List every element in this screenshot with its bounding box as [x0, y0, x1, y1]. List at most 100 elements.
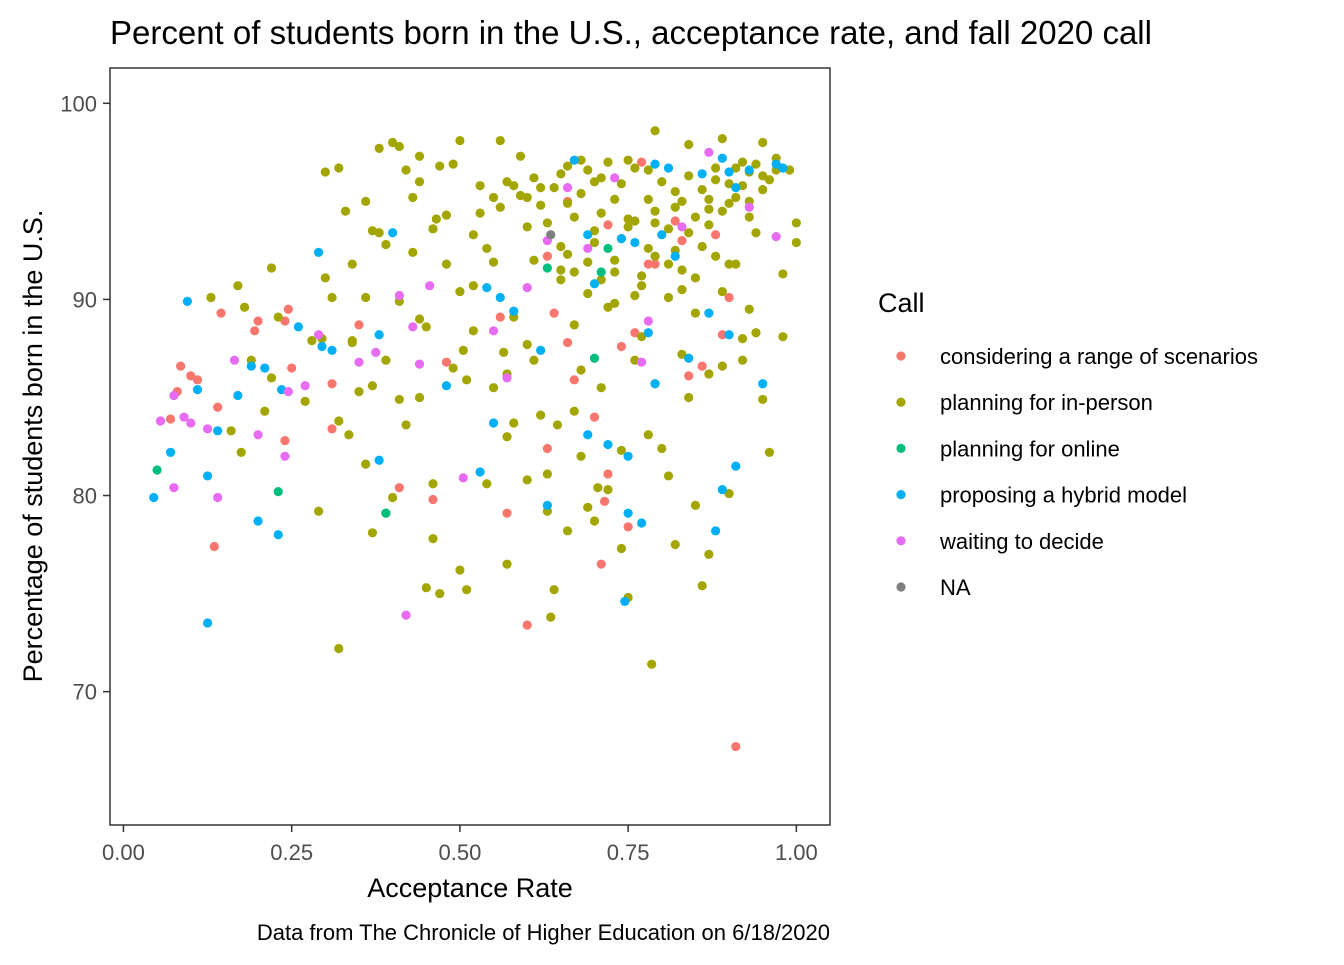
- point-planning-for-in-person: [610, 255, 620, 265]
- legend-label: NA: [940, 575, 971, 600]
- point-planning-for-in-person: [704, 194, 714, 204]
- point-planning-for-in-person: [684, 392, 694, 403]
- point-planning-for-in-person: [529, 355, 539, 365]
- point-planning-for-in-person: [751, 159, 761, 169]
- point-planning-for-in-person: [647, 659, 657, 669]
- point-planning-for-in-person: [549, 183, 559, 193]
- point-planning-for-in-person: [408, 192, 418, 203]
- point-proposing-a-hybrid-model: [509, 306, 519, 316]
- point-considering-a-range-of-scenarios: [711, 230, 721, 240]
- legend-label: planning for in-person: [940, 390, 1153, 415]
- point-proposing-a-hybrid-model: [149, 492, 159, 503]
- point-proposing-a-hybrid-model: [731, 461, 741, 471]
- point-planning-for-in-person: [428, 534, 438, 544]
- point-considering-a-range-of-scenarios: [327, 379, 337, 389]
- point-planning-for-in-person: [448, 363, 458, 373]
- y-tick-label: 100: [60, 91, 97, 116]
- point-proposing-a-hybrid-model: [717, 485, 727, 495]
- point-planning-for-in-person: [610, 298, 620, 308]
- point-waiting-to-decide: [408, 322, 418, 332]
- point-planning-for-in-person: [488, 257, 499, 267]
- point-planning-for-in-person: [462, 585, 472, 595]
- point-planning-for-in-person: [697, 184, 707, 195]
- point-proposing-a-hybrid-model: [731, 183, 741, 193]
- point-considering-a-range-of-scenarios: [684, 371, 694, 381]
- y-tick-label: 90: [73, 287, 97, 312]
- point-waiting-to-decide: [253, 430, 263, 440]
- point-waiting-to-decide: [394, 290, 404, 301]
- point-considering-a-range-of-scenarios: [630, 328, 640, 338]
- point-planning-for-online: [589, 353, 600, 363]
- point-planning-for-in-person: [455, 565, 465, 575]
- point-planning-for-in-person: [603, 157, 613, 167]
- y-tick-label: 70: [73, 680, 97, 705]
- point-planning-for-in-person: [502, 559, 512, 569]
- point-planning-for-in-person: [704, 369, 714, 379]
- point-planning-for-in-person: [367, 528, 378, 538]
- point-planning-for-in-person: [751, 328, 761, 338]
- point-considering-a-range-of-scenarios: [186, 371, 196, 381]
- point-planning-for-in-person: [361, 196, 371, 206]
- point-proposing-a-hybrid-model: [589, 279, 600, 289]
- point-planning-for-in-person: [475, 181, 485, 191]
- point-considering-a-range-of-scenarios: [643, 259, 653, 269]
- point-waiting-to-decide: [202, 424, 213, 434]
- point-planning-for-in-person: [610, 267, 620, 277]
- point-proposing-a-hybrid-model: [482, 283, 492, 293]
- point-considering-a-range-of-scenarios: [677, 235, 687, 246]
- legend-key: [896, 536, 906, 546]
- point-planning-for-in-person: [529, 173, 539, 183]
- point-planning-for-in-person: [596, 173, 606, 183]
- point-considering-a-range-of-scenarios: [502, 508, 512, 518]
- x-tick-label: 0.75: [607, 840, 650, 865]
- point-waiting-to-decide: [488, 326, 499, 336]
- point-planning-for-in-person: [596, 383, 606, 393]
- point-planning-for-in-person: [273, 312, 283, 322]
- point-considering-a-range-of-scenarios: [599, 496, 610, 507]
- point-planning-for-in-person: [731, 163, 741, 173]
- point-considering-a-range-of-scenarios: [253, 316, 263, 326]
- point-proposing-a-hybrid-model: [616, 234, 627, 244]
- point-proposing-a-hybrid-model: [202, 618, 213, 628]
- point-planning-for-in-person: [616, 179, 627, 189]
- point-planning-for-in-person: [468, 230, 478, 240]
- point-planning-for-in-person: [616, 445, 627, 456]
- point-planning-for-in-person: [576, 451, 586, 461]
- point-planning-for-in-person: [381, 355, 391, 365]
- point-proposing-a-hybrid-model: [253, 516, 263, 526]
- point-proposing-a-hybrid-model: [388, 228, 398, 238]
- point-proposing-a-hybrid-model: [583, 230, 593, 240]
- point-considering-a-range-of-scenarios: [569, 375, 579, 385]
- point-planning-for-in-person: [569, 267, 579, 277]
- point-planning-for-in-person: [260, 406, 270, 416]
- point-planning-for-in-person: [462, 375, 472, 385]
- point-proposing-a-hybrid-model: [623, 508, 633, 518]
- point-planning-for-in-person: [623, 222, 633, 232]
- point-proposing-a-hybrid-model: [273, 530, 283, 540]
- point-planning-for-in-person: [468, 281, 478, 291]
- point-proposing-a-hybrid-model: [704, 308, 714, 318]
- point-planning-for-in-person: [630, 163, 640, 173]
- point-waiting-to-decide: [169, 483, 179, 493]
- point-considering-a-range-of-scenarios: [596, 559, 606, 569]
- point-planning-for-in-person: [643, 430, 653, 440]
- point-considering-a-range-of-scenarios: [549, 308, 559, 318]
- point-planning-for-in-person: [663, 471, 674, 481]
- point-waiting-to-decide: [280, 451, 290, 461]
- point-planning-for-in-person: [677, 265, 687, 275]
- point-planning-for-in-person: [367, 381, 378, 391]
- point-planning-for-in-person: [509, 418, 519, 428]
- point-planning-for-in-person: [711, 163, 721, 173]
- point-planning-for-in-person: [791, 237, 801, 248]
- point-considering-a-range-of-scenarios: [717, 330, 727, 340]
- point-planning-for-in-person: [677, 196, 687, 206]
- point-planning-for-in-person: [236, 447, 246, 457]
- point-waiting-to-decide: [371, 347, 381, 357]
- point-planning-for-in-person: [711, 251, 721, 261]
- point-planning-for-in-person: [340, 206, 351, 216]
- point-considering-a-range-of-scenarios: [428, 494, 438, 505]
- point-planning-for-in-person: [758, 184, 768, 195]
- point-considering-a-range-of-scenarios: [216, 308, 226, 318]
- point-planning-for-in-person: [388, 137, 398, 148]
- point-planning-for-in-person: [690, 500, 701, 510]
